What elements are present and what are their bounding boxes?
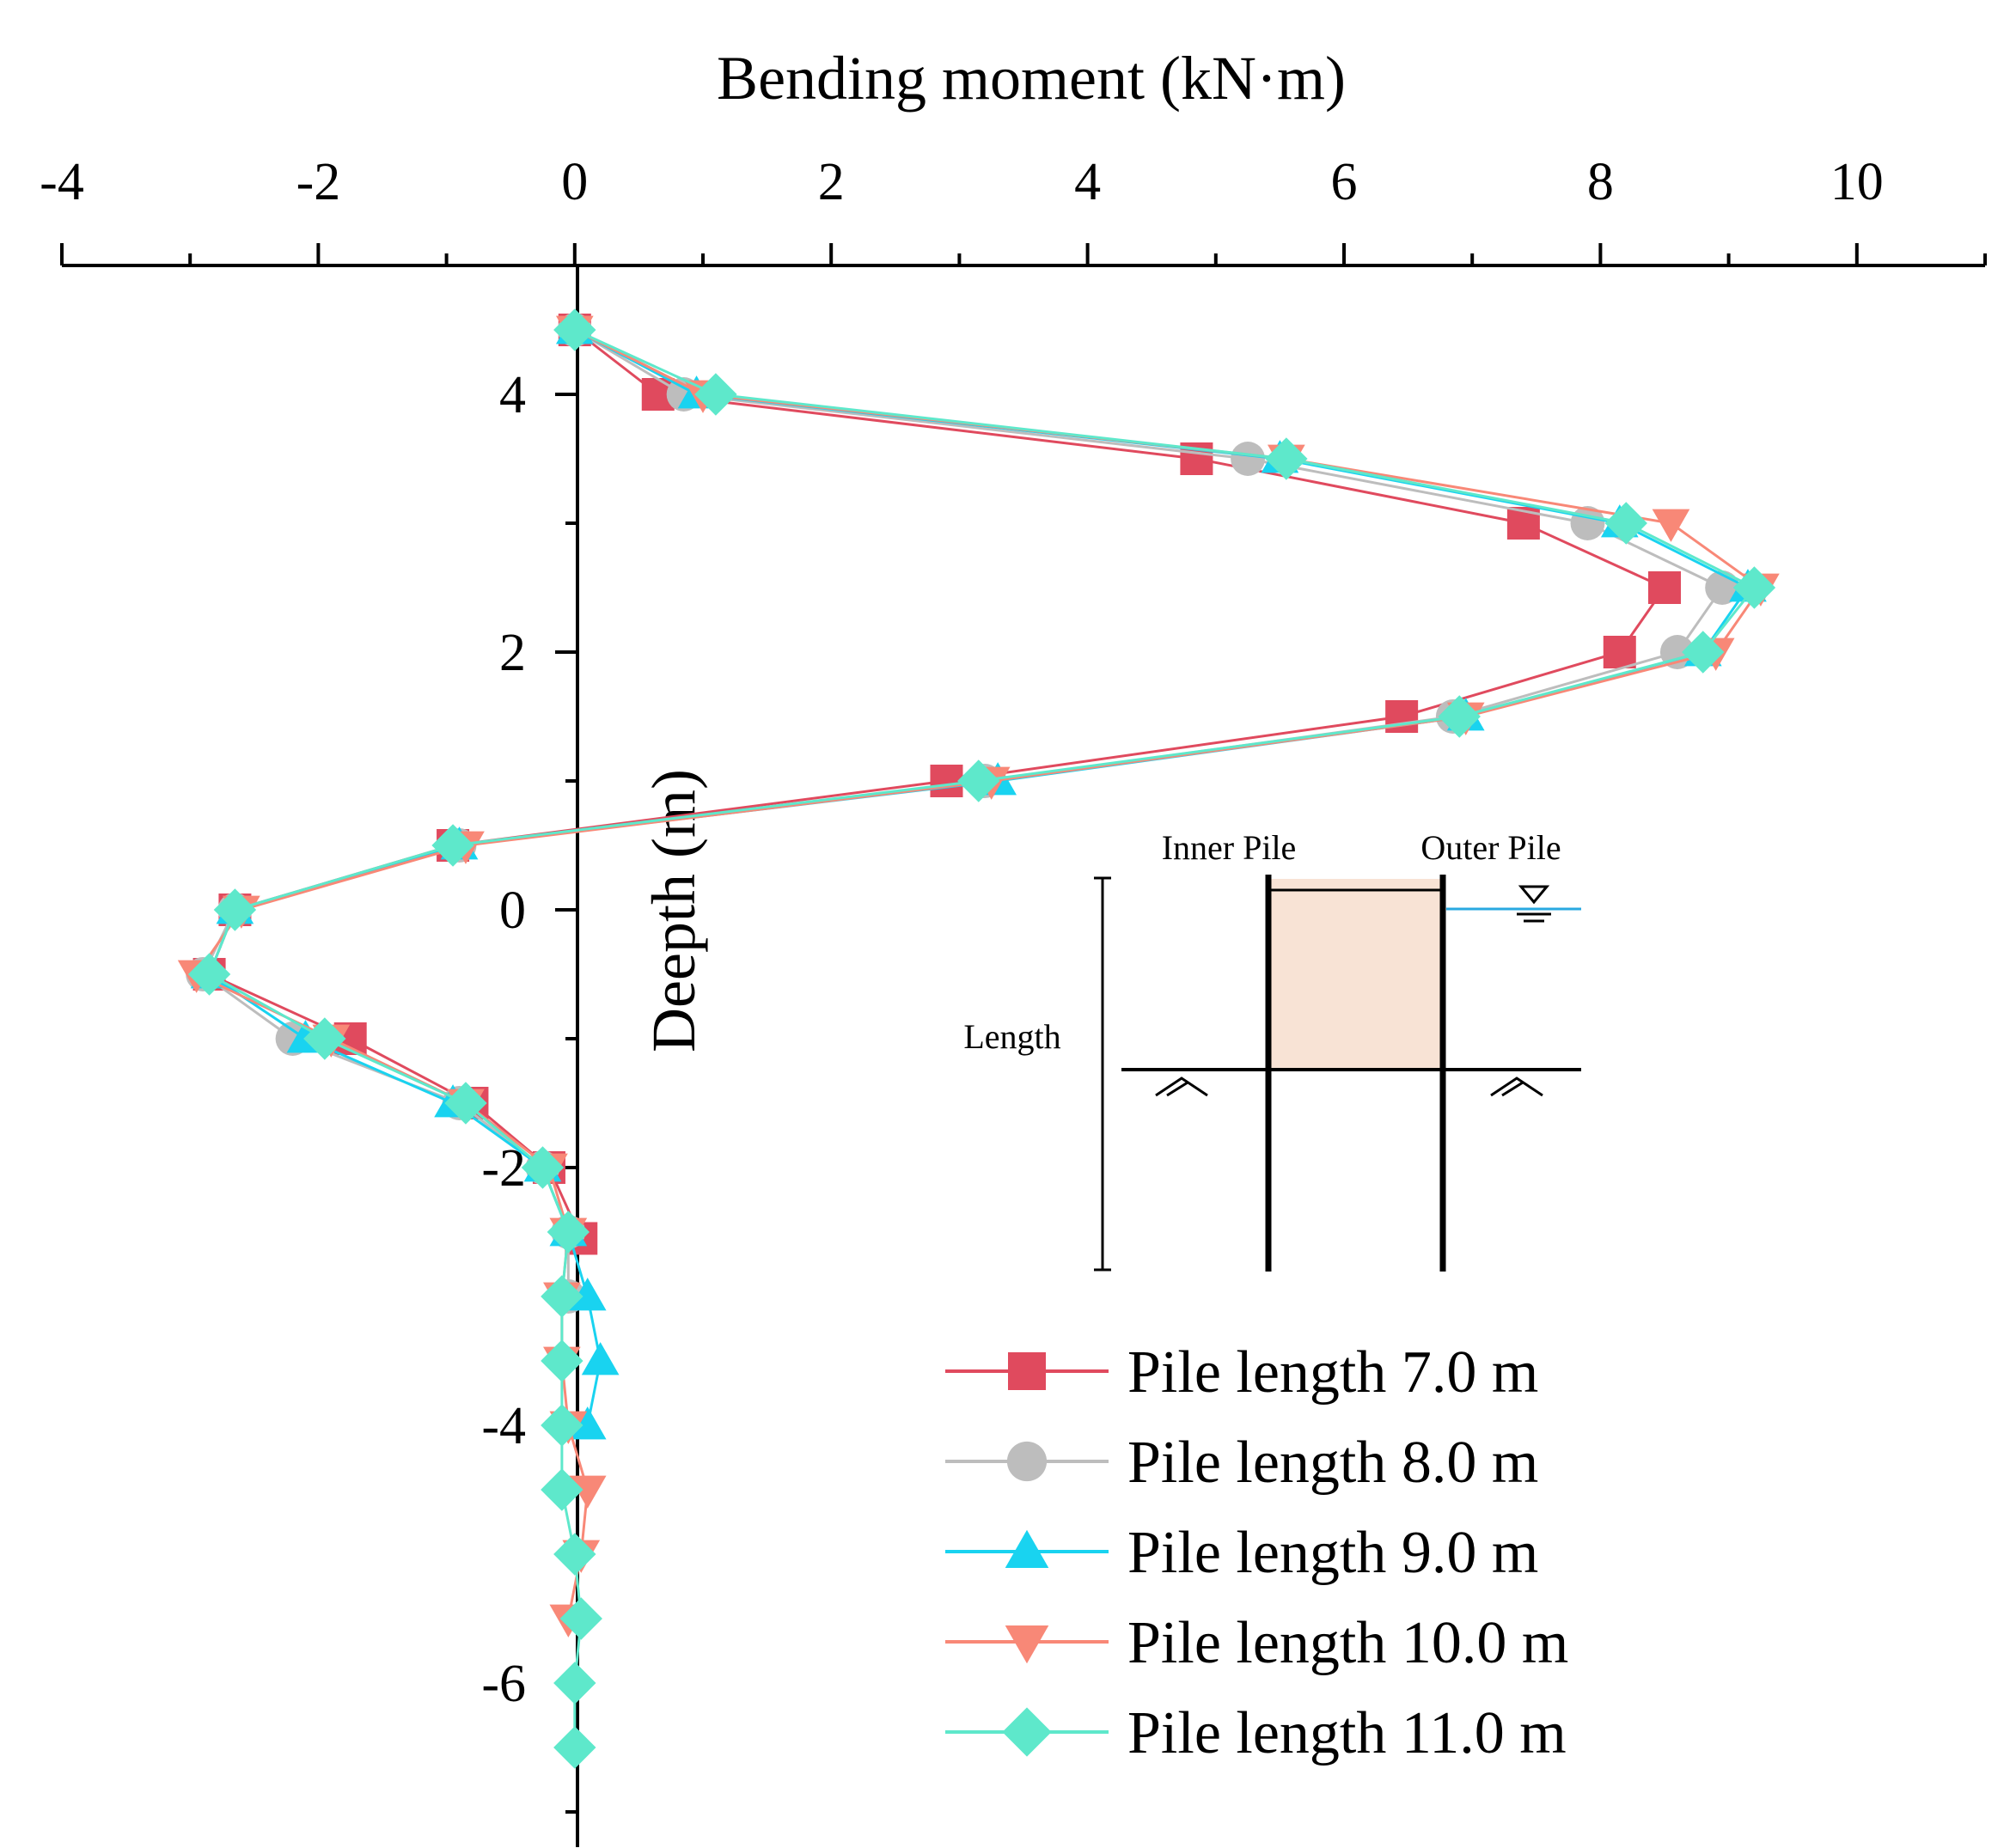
x-axis: -4 -2 0 2 4 6 8 10 xyxy=(40,153,1987,267)
x-tick-label: 2 xyxy=(818,153,845,211)
legend-marker xyxy=(1002,1707,1052,1757)
series-line xyxy=(201,328,1725,1296)
data-point xyxy=(568,1278,607,1311)
data-point xyxy=(303,1017,346,1060)
data-point xyxy=(553,1726,596,1769)
x-tick-label: 8 xyxy=(1587,153,1614,211)
x-tick-label: 6 xyxy=(1331,153,1358,211)
y-axis-title: Deepth (m) xyxy=(639,769,708,1052)
data-point xyxy=(521,1146,565,1189)
y-tick-label: -6 xyxy=(481,1655,526,1713)
x-axis-ticks xyxy=(60,243,1987,265)
ground-hatch-right-icon xyxy=(1490,1076,1543,1097)
legend-label: Pile length 10.0 m xyxy=(1127,1610,1568,1676)
soil-fill-region xyxy=(1268,879,1443,1070)
outer-pile-label: Outer Pile xyxy=(1420,828,1561,867)
inner-pile-label: Inner Pile xyxy=(1162,828,1297,867)
legend-item: Pile length 10.0 m xyxy=(945,1610,1568,1676)
series-line xyxy=(207,328,1750,1426)
data-point xyxy=(553,308,596,351)
length-label: Length xyxy=(963,1017,1060,1056)
data-point xyxy=(568,1475,607,1509)
data-point xyxy=(541,1275,583,1318)
data-point xyxy=(187,953,231,996)
x-tick-label: 10 xyxy=(1830,153,1884,211)
data-point xyxy=(541,1468,583,1511)
y-axis-ticks xyxy=(555,393,577,1814)
legend-marker xyxy=(1006,1441,1048,1482)
y-tick-label: 0 xyxy=(499,881,526,940)
length-dimension xyxy=(1094,876,1111,1272)
data-point xyxy=(1603,636,1636,668)
legend-label: Pile length 11.0 m xyxy=(1127,1700,1567,1766)
data-point xyxy=(568,1406,607,1440)
x-tick-label: -4 xyxy=(40,153,84,211)
data-point xyxy=(213,888,257,931)
legend-item: Pile length 9.0 m xyxy=(945,1520,1538,1586)
legend-label: Pile length 7.0 m xyxy=(1127,1339,1538,1406)
data-point xyxy=(694,373,737,416)
x-tick-label: -2 xyxy=(296,153,341,211)
legend-marker xyxy=(1005,1529,1049,1568)
x-tick-label: 0 xyxy=(561,153,588,211)
data-point xyxy=(1604,502,1647,545)
legend-marker xyxy=(1008,1352,1046,1390)
y-tick-label: 4 xyxy=(499,366,526,424)
data-point xyxy=(431,824,474,867)
legend-item: Pile length 8.0 m xyxy=(945,1430,1538,1496)
y-axis: 420-2-4-6 xyxy=(481,265,579,1847)
data-point xyxy=(1652,509,1690,542)
y-tick-label: -4 xyxy=(481,1397,526,1455)
legend-label: Pile length 8.0 m xyxy=(1127,1430,1538,1496)
series-1 xyxy=(192,314,1681,1255)
x-axis-title: Bending moment (kN·m) xyxy=(717,44,1346,113)
legend: Pile length 7.0 m Pile length 8.0 m Pile l… xyxy=(945,1339,1568,1766)
data-point xyxy=(553,1662,596,1705)
series-layer xyxy=(177,308,1780,1769)
legend-item: Pile length 11.0 m xyxy=(945,1700,1567,1766)
legend-label: Pile length 9.0 m xyxy=(1127,1520,1538,1586)
legend-marker xyxy=(1005,1625,1049,1664)
data-point xyxy=(1682,631,1725,674)
y-axis-tick-labels: 420-2-4-6 xyxy=(481,366,526,1713)
data-point xyxy=(541,1339,583,1382)
series-5 xyxy=(187,308,1776,1769)
data-point xyxy=(541,1404,583,1447)
data-point xyxy=(581,1342,620,1375)
data-point xyxy=(444,1082,487,1125)
series-3 xyxy=(190,311,1767,1440)
data-point xyxy=(553,1533,596,1576)
data-point xyxy=(559,1597,602,1640)
data-point xyxy=(1648,571,1681,604)
water-level-icon xyxy=(1517,885,1551,923)
series-2 xyxy=(186,313,1740,1314)
data-point xyxy=(1265,437,1308,480)
data-point xyxy=(547,1211,590,1253)
legend-item: Pile length 7.0 m xyxy=(945,1339,1538,1406)
ground-hatch-left-icon xyxy=(1155,1076,1208,1097)
pile-schematic-inset: Inner Pile Outer Pile Length xyxy=(963,828,1581,1272)
data-point xyxy=(1438,695,1481,738)
y-tick-label: 2 xyxy=(499,624,526,682)
data-point xyxy=(1732,566,1776,609)
x-axis-tick-labels: -4 -2 0 2 4 6 8 10 xyxy=(40,153,1884,211)
data-point xyxy=(1231,442,1266,476)
x-tick-label: 4 xyxy=(1074,153,1101,211)
data-point xyxy=(957,759,1000,802)
